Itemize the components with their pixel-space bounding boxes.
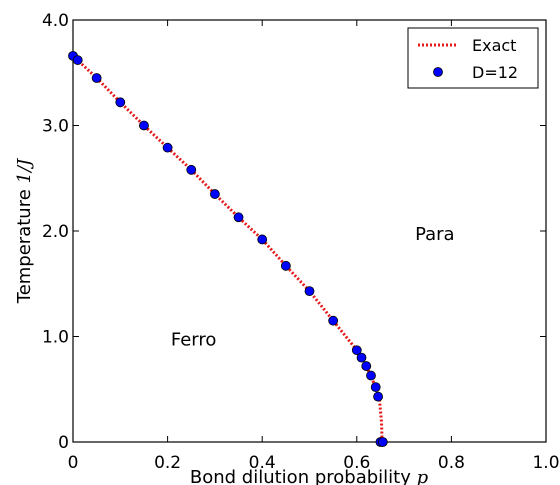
y-tick-label: 4.0	[42, 11, 69, 31]
region-annotations: Para Ferro	[171, 224, 455, 351]
data-series	[68, 50, 388, 447]
legend-d12-swatch	[433, 67, 443, 77]
region-label-para: Para	[415, 224, 455, 245]
d12-data-point	[91, 73, 102, 83]
x-tick-label: 0.2	[154, 453, 181, 473]
d12-data-point	[373, 391, 383, 402]
d12-data-point	[139, 120, 149, 131]
y-tick-label: 2.0	[42, 222, 69, 242]
d12-data-point	[257, 234, 268, 245]
axis-ticks: 0 0.2 0.4 0.6 0.8 1.0 0 1.0 2.0 3.0 4.0	[42, 11, 560, 473]
x-tick-label: 0	[68, 453, 79, 473]
d12-data-point	[356, 352, 367, 363]
d12-data-point	[370, 382, 381, 393]
legend: Exact D=12	[407, 27, 539, 89]
series-exact-line	[71, 54, 384, 442]
d12-data-point	[328, 315, 339, 326]
d12-data-point	[377, 437, 388, 447]
x-tick-label: 0.8	[438, 453, 465, 473]
d12-data-point	[280, 260, 291, 271]
d12-data-point	[361, 361, 372, 371]
d12-data-point	[233, 212, 244, 223]
x-axis-label: Bond dilution probability p	[190, 467, 429, 485]
legend-d12-label: D=12	[472, 63, 518, 82]
d12-data-point	[209, 189, 220, 199]
legend-box	[407, 27, 539, 89]
y-tick-label: 0	[58, 433, 69, 453]
y-tick-label: 3.0	[42, 117, 69, 137]
d12-data-point	[115, 97, 126, 108]
x-tick-label: 0.4	[249, 453, 276, 473]
region-label-ferro: Ferro	[171, 330, 217, 351]
x-tick-label: 1.0	[532, 453, 559, 473]
d12-data-point	[351, 345, 362, 356]
d12-data-point	[366, 370, 376, 381]
y-axis-label: Temperature 1/J	[14, 157, 35, 304]
d12-data-point	[72, 55, 83, 65]
d12-data-point	[186, 164, 197, 175]
d12-data-point	[304, 286, 315, 297]
x-tick-label: 0.6	[343, 453, 370, 473]
y-tick-label: 1.0	[42, 328, 69, 348]
legend-exact-label: Exact	[472, 36, 516, 55]
d12-data-point	[162, 142, 173, 153]
